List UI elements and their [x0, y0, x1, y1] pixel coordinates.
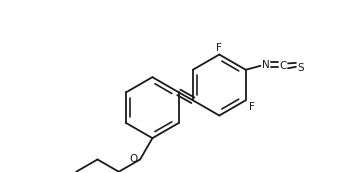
Text: O: O [129, 154, 137, 165]
Text: C: C [279, 61, 287, 71]
Text: N: N [262, 60, 269, 70]
Text: F: F [216, 43, 222, 53]
Text: S: S [297, 63, 304, 73]
Text: F: F [249, 102, 255, 112]
